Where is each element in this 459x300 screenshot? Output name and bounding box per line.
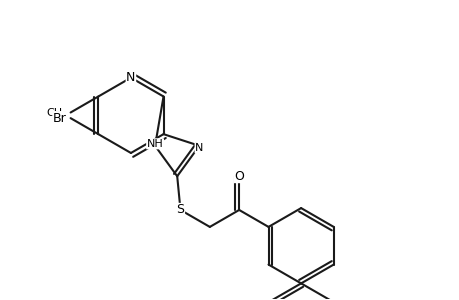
Text: N: N bbox=[126, 71, 135, 84]
Text: O: O bbox=[234, 169, 244, 183]
Text: Br: Br bbox=[53, 112, 67, 124]
Text: NH: NH bbox=[146, 139, 163, 149]
Text: S: S bbox=[176, 203, 184, 217]
Text: N: N bbox=[195, 143, 203, 153]
Text: CH₃: CH₃ bbox=[46, 107, 67, 118]
